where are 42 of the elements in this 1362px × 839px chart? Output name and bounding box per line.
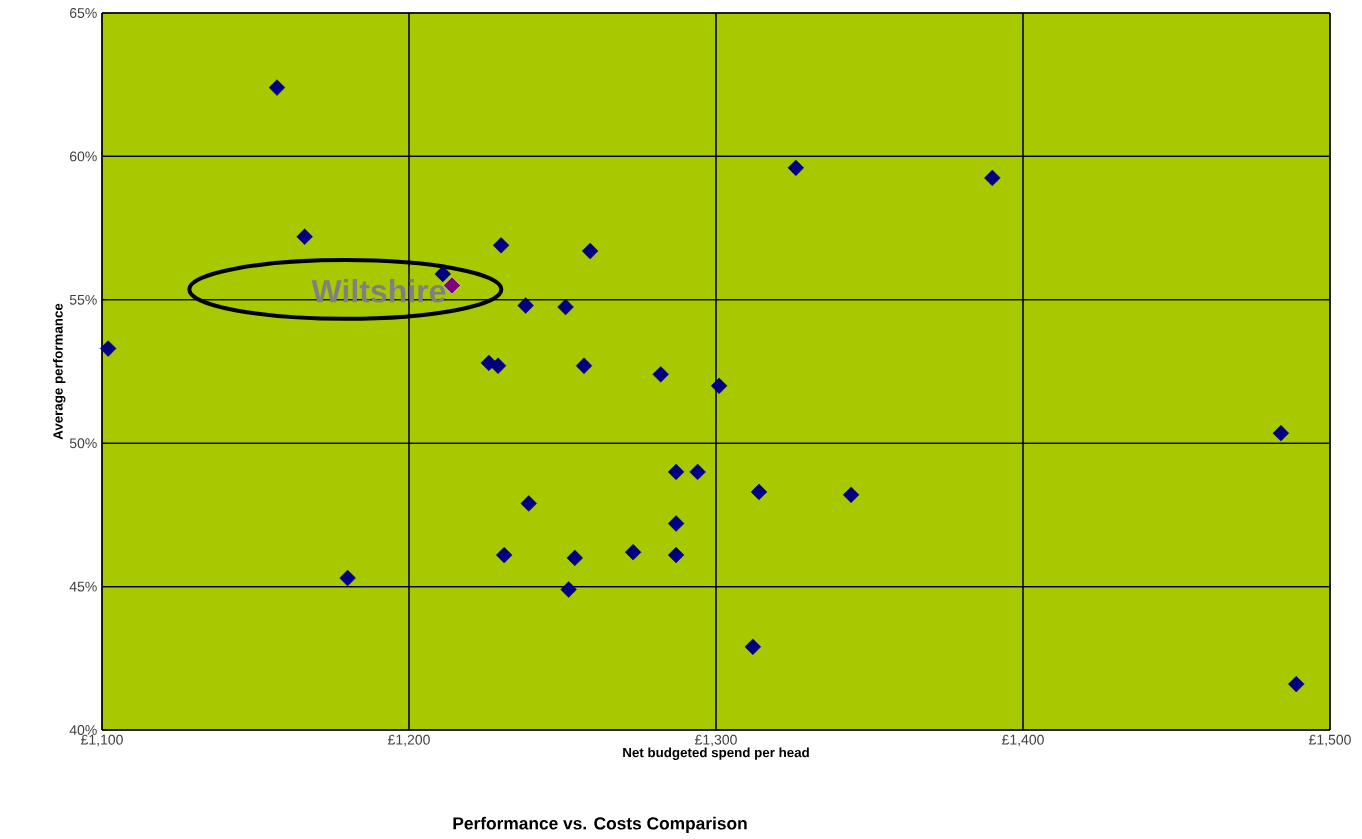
point <box>1288 675 1305 693</box>
point <box>787 159 805 177</box>
point <box>710 377 728 395</box>
point <box>652 366 669 383</box>
x-tick-label: £1,500 <box>1309 734 1351 747</box>
text: Performance vs. Costs Comparison <box>453 816 747 833</box>
point <box>984 169 1001 187</box>
point <box>495 546 513 564</box>
point <box>560 581 577 598</box>
point <box>339 569 356 587</box>
point <box>744 638 762 656</box>
y-tick-label: 40% <box>69 725 97 735</box>
point <box>296 228 313 245</box>
y-tick-label: 60% <box>69 151 97 162</box>
x-axis-title: Net budgeted spend per head <box>623 747 809 760</box>
y-tick-label: 55% <box>69 294 97 305</box>
x-tick-label: £1,400 <box>1002 734 1044 747</box>
point <box>689 463 706 481</box>
point <box>99 340 117 357</box>
x-tick-label: £1,200 <box>387 734 430 747</box>
y-tick-label: 65% <box>69 8 97 18</box>
point <box>667 463 685 481</box>
y-axis-title: Average performance <box>52 303 66 440</box>
point <box>557 298 574 316</box>
x-tick-label: £1,300 <box>695 734 737 747</box>
point <box>520 495 537 512</box>
y-tick-label: 45% <box>69 581 97 592</box>
point <box>268 79 286 96</box>
point <box>842 486 860 504</box>
y-tick-label: 50% <box>69 438 97 449</box>
x-tick-label: £1,100 <box>80 734 123 747</box>
point <box>489 357 507 374</box>
point <box>566 549 583 567</box>
point <box>667 515 685 532</box>
point <box>581 242 599 260</box>
point <box>575 357 593 374</box>
point <box>1272 424 1290 442</box>
point <box>517 297 534 314</box>
point <box>624 543 642 561</box>
point <box>667 546 685 564</box>
point <box>750 483 768 501</box>
point <box>492 237 510 254</box>
